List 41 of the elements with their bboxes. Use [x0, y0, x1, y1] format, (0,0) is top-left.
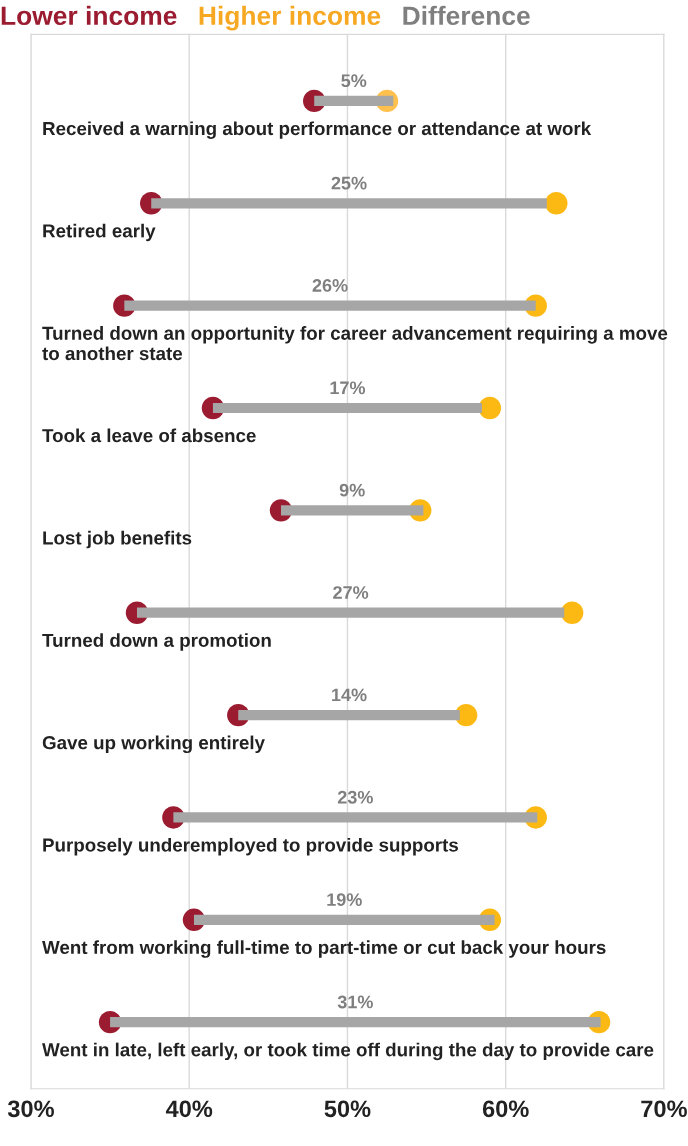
x-tick-label: 70%: [641, 1100, 687, 1118]
bar: [173, 812, 538, 823]
x-tick-label: 40%: [165, 1100, 213, 1118]
bar: [124, 300, 536, 311]
data-label: 31%: [337, 995, 373, 1009]
y-tick-label: Purposely underemployed to provide supports: [43, 837, 458, 856]
y-tick-label: Took a leave of absence: [42, 428, 256, 443]
data-label: 5%: [341, 74, 367, 88]
x-tick-label: 30%: [7, 1100, 54, 1118]
y-tick-label: Went from working full-time to part-time or cut back your hours: [42, 940, 606, 958]
data-label: 23%: [337, 790, 373, 804]
point: [478, 396, 502, 420]
data-label: 26%: [312, 279, 348, 292]
text: Lower income: [1, 5, 177, 26]
text: Higher income: [199, 5, 381, 31]
bar: [136, 607, 565, 618]
data-label: 14%: [332, 688, 367, 702]
y-tick-label: Turned down a promotion: [42, 633, 271, 651]
data-label: 25%: [331, 176, 367, 190]
y-tick-label: Received a warning about performance or attendance at work: [43, 121, 592, 139]
y-tick-label: Went in late, left early, or took time off during the day to provide care: [42, 1042, 654, 1061]
bar: [212, 402, 482, 414]
data-label: 19%: [327, 893, 362, 906]
bar: [280, 505, 424, 516]
bar: [110, 1017, 601, 1028]
y-tick-label: Gave up working entirely: [42, 735, 265, 754]
bar: [314, 95, 394, 107]
point: [545, 192, 568, 215]
y-tick-label: Turned down an opportunity for career advancement requiring a move to another state: [42, 326, 668, 361]
data-label: 9%: [339, 483, 365, 497]
y-tick-label: Retired early: [43, 223, 156, 242]
data-label: 27%: [333, 586, 369, 599]
text: Difference: [403, 5, 530, 26]
point: [560, 601, 584, 624]
x-tick-label: 60%: [482, 1100, 529, 1118]
bar: [193, 914, 495, 925]
x-tick-label: 50%: [324, 1100, 371, 1118]
data-label: 17%: [330, 381, 366, 395]
y-tick-label: Lost job benefits: [43, 530, 192, 549]
bar: [151, 198, 547, 209]
bar: [238, 709, 460, 721]
